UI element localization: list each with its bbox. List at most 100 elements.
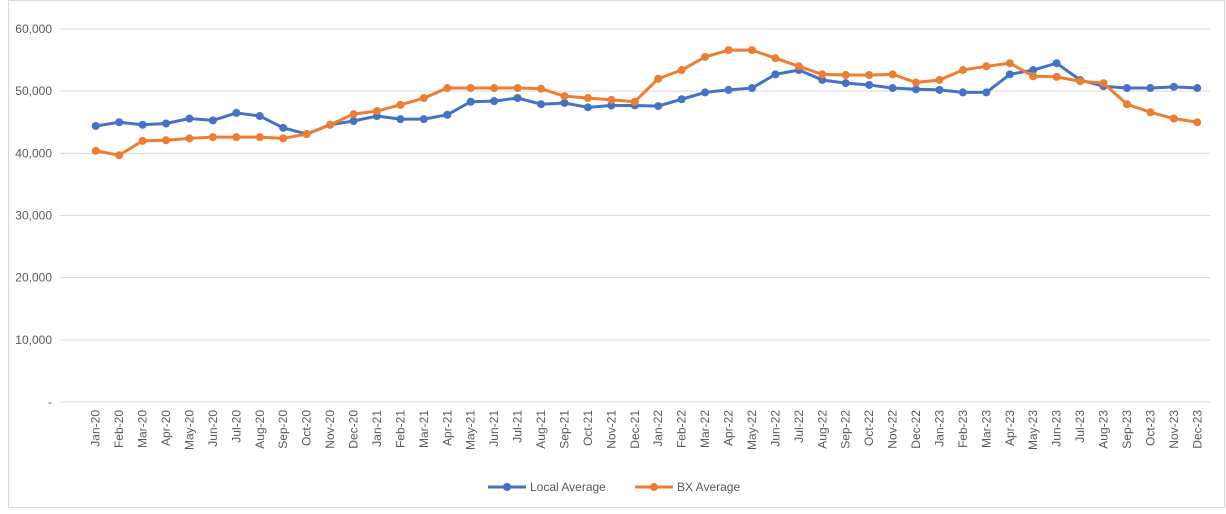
- point: [419, 115, 428, 124]
- x-tick-label: Sep-20: [276, 410, 290, 449]
- point: [396, 100, 405, 109]
- x-tick-label: Jan-20: [89, 410, 103, 447]
- point: [91, 121, 100, 130]
- point: [841, 71, 850, 80]
- point: [701, 88, 710, 97]
- point: [818, 75, 827, 84]
- point: [1076, 77, 1085, 86]
- point: [1169, 82, 1178, 91]
- x-tick-label: Jul-20: [229, 410, 243, 443]
- point: [302, 130, 311, 139]
- x-tick-label: Oct-23: [1143, 410, 1157, 446]
- point: [513, 84, 522, 93]
- legend-marker: [503, 483, 511, 491]
- x-tick-label: Dec-21: [628, 410, 642, 449]
- point: [138, 120, 147, 129]
- point: [607, 95, 616, 104]
- point: [583, 103, 592, 112]
- point: [560, 98, 569, 107]
- point: [1122, 100, 1131, 109]
- point: [537, 100, 546, 109]
- legend-marker: [650, 483, 658, 491]
- point: [255, 133, 264, 142]
- point: [1169, 114, 1178, 123]
- point: [1122, 84, 1131, 93]
- x-tick-label: Dec-22: [909, 410, 923, 449]
- point: [232, 108, 241, 117]
- x-tick-label: Oct-21: [581, 410, 595, 446]
- point: [1193, 84, 1202, 93]
- point: [888, 84, 897, 93]
- point: [1005, 59, 1014, 68]
- point: [724, 46, 733, 55]
- point: [162, 119, 171, 128]
- point: [935, 85, 944, 94]
- x-tick-label: Jun-22: [768, 410, 782, 447]
- point: [1146, 84, 1155, 93]
- y-tick-label: 40,000: [15, 146, 52, 160]
- x-tick-label: May-21: [464, 410, 478, 450]
- x-tick-label: Apr-21: [440, 410, 454, 446]
- point: [701, 52, 710, 61]
- x-tick-label: Jun-21: [487, 410, 501, 447]
- x-tick-label: Jan-21: [370, 410, 384, 447]
- y-tick-label: 30,000: [15, 209, 52, 223]
- x-tick-label: Feb-21: [393, 410, 407, 448]
- x-tick-label: Mar-20: [136, 410, 150, 448]
- y-tick-label: 60,000: [15, 22, 52, 36]
- point: [185, 114, 194, 123]
- point: [1099, 79, 1108, 88]
- x-tick-label: Jul-22: [792, 410, 806, 443]
- x-tick-label: Nov-23: [1167, 410, 1181, 449]
- x-tick-label: Jun-23: [1050, 410, 1064, 447]
- x-tick-label: Mar-23: [979, 410, 993, 448]
- point: [1029, 72, 1038, 81]
- point: [935, 75, 944, 84]
- point: [349, 110, 358, 119]
- x-tick-label: Jan-23: [932, 410, 946, 447]
- x-tick-label: Jul-23: [1073, 410, 1087, 443]
- legend-label: Local Average: [530, 480, 606, 494]
- x-tick-label: Nov-22: [886, 410, 900, 449]
- point: [654, 102, 663, 111]
- point: [1052, 59, 1061, 68]
- point: [865, 71, 874, 80]
- x-tick-label: Mar-21: [417, 410, 431, 448]
- point: [185, 134, 194, 143]
- point: [747, 46, 756, 55]
- x-tick-label: Aug-21: [534, 410, 548, 449]
- y-tick-label: 50,000: [15, 84, 52, 98]
- x-tick-label: Aug-20: [253, 410, 267, 449]
- point: [982, 88, 991, 97]
- point: [255, 112, 264, 121]
- point: [560, 92, 569, 101]
- point: [1052, 72, 1061, 81]
- x-tick-label: Sep-23: [1120, 410, 1134, 449]
- point: [162, 136, 171, 145]
- point: [654, 74, 663, 83]
- y-tick-label: 10,000: [15, 333, 52, 347]
- x-tick-label: Nov-21: [604, 410, 618, 449]
- point: [583, 94, 592, 103]
- point: [818, 70, 827, 79]
- chart-frame: [8, 0, 1225, 508]
- x-tick-label: Jul-21: [511, 410, 525, 443]
- point: [138, 136, 147, 145]
- x-tick-label: Aug-23: [1097, 410, 1111, 449]
- point: [91, 146, 100, 155]
- x-tick-label: Feb-22: [675, 410, 689, 448]
- point: [677, 95, 686, 104]
- y-tick-label: 20,000: [15, 271, 52, 285]
- point: [115, 118, 124, 127]
- point: [1029, 66, 1038, 75]
- point: [958, 66, 967, 75]
- point: [912, 78, 921, 87]
- point: [279, 134, 288, 143]
- x-tick-label: Dec-20: [347, 410, 361, 449]
- point: [1146, 108, 1155, 117]
- point: [208, 116, 217, 125]
- point: [396, 115, 405, 124]
- point: [537, 84, 546, 93]
- x-tick-label: Aug-22: [815, 410, 829, 449]
